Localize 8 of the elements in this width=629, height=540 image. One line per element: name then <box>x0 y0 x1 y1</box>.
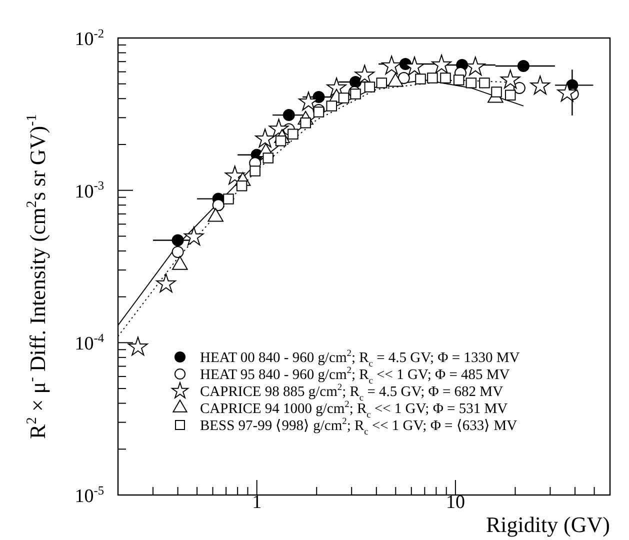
legend-label: BESS 97-99 ⟨998⟩ g/cm$^{2}$; R$_{c}$ << 1 GV; Φ = ⟨633⟩ MV <box>200 417 518 438</box>
x-tick-label: 10 <box>446 492 465 513</box>
y-tick-label: 10$^{-2}$ <box>74 26 104 50</box>
x-axis-title: Rigidity (GV) <box>486 512 610 537</box>
x-tick-label: 1 <box>252 492 262 513</box>
y-tick-label: 10$^{-4}$ <box>74 331 104 355</box>
y-tick-label: 10$^{-5}$ <box>74 483 104 507</box>
y-tick-label: 10$^{-3}$ <box>74 178 104 202</box>
